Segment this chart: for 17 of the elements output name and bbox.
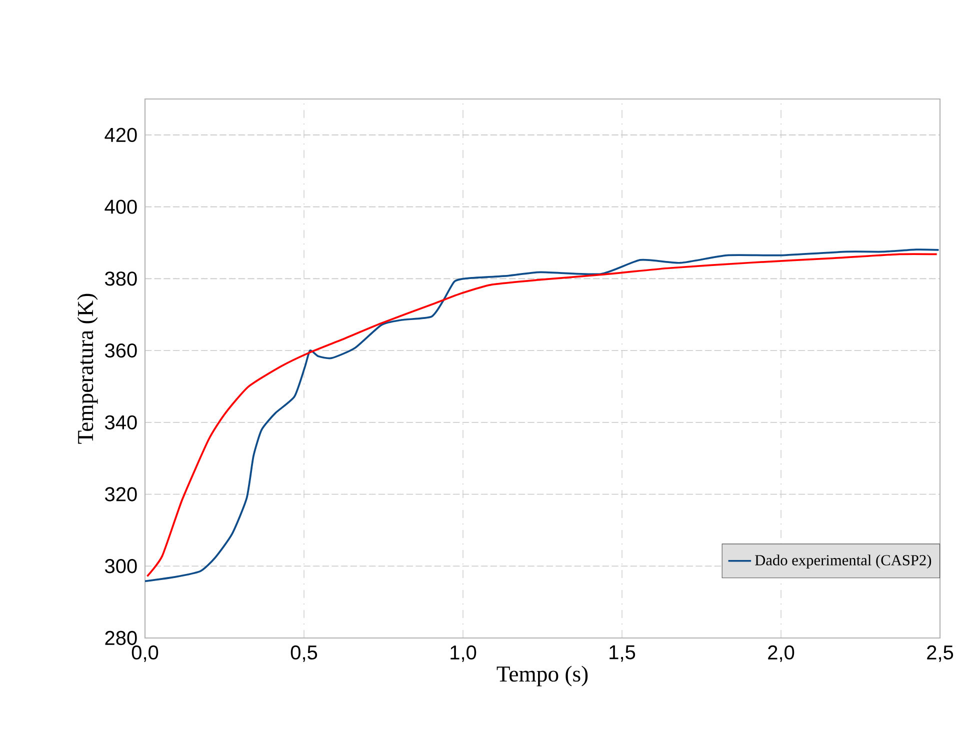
x-axis-title: Tempo (s)	[496, 666, 588, 686]
y-tick-label: 380	[105, 272, 137, 286]
y-tick-label: 320	[105, 487, 137, 502]
legend-label: Dado experimental (CASP2)	[755, 554, 932, 569]
y-tick-label: 300	[105, 559, 137, 574]
x-tick-label: 2,5	[927, 645, 954, 662]
y-axis-title: Temperatura (K)	[77, 294, 98, 444]
y-tick-label: 340	[105, 415, 137, 430]
x-tick-label: 1,0	[450, 645, 476, 662]
x-tick-label: 2,0	[768, 645, 794, 662]
y-tick-label: 360	[105, 343, 137, 358]
x-tick-label: 0,0	[132, 645, 158, 662]
x-tick-label: 0,5	[290, 645, 318, 662]
y-tick-label: 420	[104, 128, 137, 142]
y-tick-label: 400	[104, 200, 137, 214]
x-tick-label: 1,5	[610, 645, 636, 662]
y-tick-label: 280	[105, 630, 137, 646]
